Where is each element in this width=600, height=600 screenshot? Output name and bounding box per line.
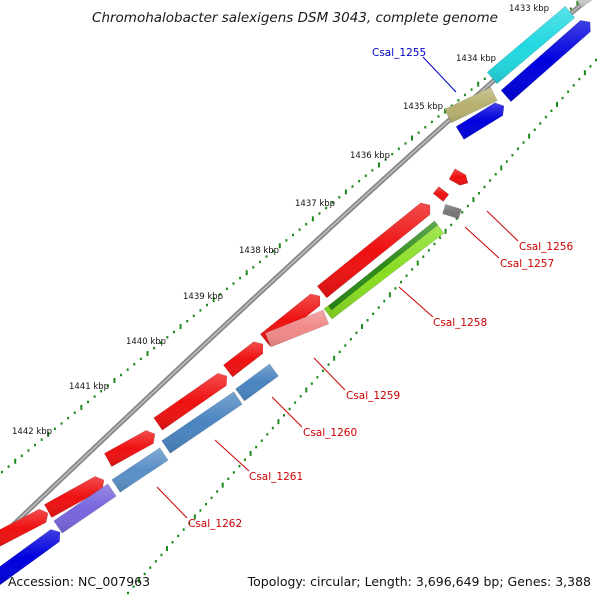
kbp-label-1442: 1442 kbp: [12, 427, 52, 437]
cds-reverse-cyan[interactable]: [486, 5, 576, 85]
kbp-label-1435: 1435 kbp: [403, 102, 443, 112]
cds-forward-3[interactable]: [103, 430, 156, 467]
callout-line-csal-1256: [486, 210, 519, 242]
callout-line-csal-1258: [398, 286, 434, 318]
kbp-label-1440: 1440 kbp: [126, 337, 166, 347]
topology-text: Topology: circular; Length: 3,696,649 bp…: [247, 574, 591, 589]
cds-reverse-csal-1258[interactable]: [323, 222, 445, 320]
map-title: Chromohalobacter salexigens DSM 3043, co…: [92, 10, 498, 26]
cds-reverse-csal-1259[interactable]: [264, 309, 330, 348]
kbp-label-1438: 1438 kbp: [239, 246, 279, 256]
accession-text: Accession: NC_007963: [8, 574, 151, 589]
cds-inner-3[interactable]: [500, 20, 591, 103]
reverse-cds-track: [53, 5, 576, 534]
cds-reverse-csal-1258-inner[interactable]: [328, 220, 438, 311]
kbp-label-1439: 1439 kbp: [183, 292, 223, 302]
kbp-label-1436: 1436 kbp: [350, 151, 390, 161]
cds-forward-5[interactable]: [222, 341, 264, 378]
forward-cds-track: [0, 0, 600, 548]
callout-line-csal-1255: [422, 56, 457, 93]
cds-reverse-csal-1262[interactable]: [53, 483, 117, 534]
callout-line-csal-1257: [464, 226, 500, 259]
cds-forward-1[interactable]: [0, 508, 49, 548]
kbp-label-1433: 1433 kbp: [509, 4, 549, 14]
kbp-label-1441: 1441 kbp: [69, 382, 109, 392]
callout-line-csal-1259: [313, 357, 346, 391]
cds-forward-4[interactable]: [153, 372, 228, 431]
gene-label-csal-1261[interactable]: Csal_1261: [249, 471, 303, 483]
callout-line-csal-1260: [271, 396, 303, 428]
inner-cds-track: [0, 20, 591, 586]
cds-forward-top[interactable]: [574, 0, 600, 8]
callout-line-csal-1261: [214, 439, 250, 472]
kbp-label-1437: 1437 kbp: [295, 199, 335, 209]
cds-forward-csal-1256a[interactable]: [432, 186, 450, 202]
gene-label-csal-1257[interactable]: Csal_1257: [500, 258, 554, 270]
gene-label-csal-1256[interactable]: Csal_1256: [519, 241, 573, 253]
cds-reverse-csal-1260[interactable]: [161, 391, 243, 454]
cds-reverse-7[interactable]: [235, 363, 279, 402]
gene-label-csal-1260[interactable]: Csal_1260: [303, 427, 357, 439]
cds-reverse-csal-1257[interactable]: [442, 203, 462, 220]
genome-backbone: [0, 0, 591, 541]
cds-inner-1[interactable]: [0, 529, 61, 586]
cds-forward-7[interactable]: [316, 202, 431, 299]
gc-track-inner: [127, 58, 597, 595]
gc-track-outer: [1, 0, 579, 474]
gene-label-csal-1255[interactable]: Csal_1255: [372, 47, 426, 59]
gene-label-csal-1262[interactable]: Csal_1262: [188, 518, 242, 530]
gene-label-csal-1259[interactable]: Csal_1259: [346, 390, 400, 402]
cds-reverse-csal-1255[interactable]: [444, 86, 498, 124]
gene-callouts: [156, 56, 519, 519]
cds-forward-csal-1256b[interactable]: [448, 168, 469, 186]
gene-label-csal-1258[interactable]: Csal_1258: [433, 317, 487, 329]
cds-reverse-csal-1261[interactable]: [111, 447, 169, 493]
callout-line-csal-1262: [156, 486, 188, 519]
cds-inner-2[interactable]: [455, 102, 505, 140]
kbp-label-1434: 1434 kbp: [456, 54, 496, 64]
